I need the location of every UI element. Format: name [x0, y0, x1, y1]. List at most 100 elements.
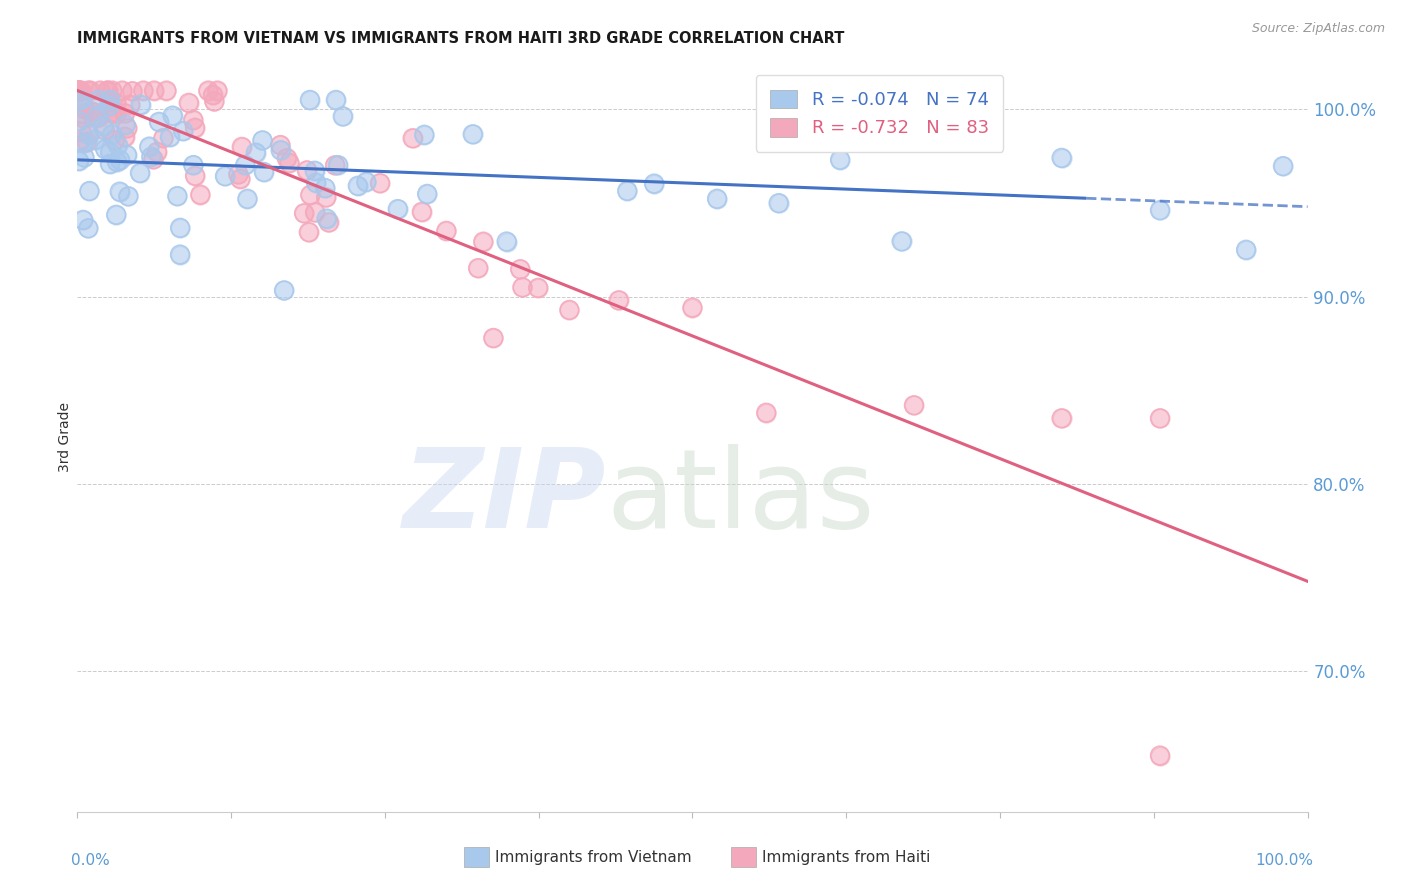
- Point: [252, 133, 274, 147]
- Point: [184, 120, 207, 135]
- Point: [101, 105, 124, 120]
- Point: [114, 106, 136, 120]
- Point: [482, 331, 505, 345]
- Point: [117, 189, 139, 203]
- Point: [1050, 151, 1073, 165]
- Point: [89, 83, 111, 97]
- Point: [86, 110, 108, 124]
- Point: [356, 175, 378, 189]
- Point: [436, 224, 458, 238]
- Point: [706, 192, 728, 206]
- Text: Source: ZipAtlas.com: Source: ZipAtlas.com: [1251, 22, 1385, 36]
- Point: [69, 93, 91, 107]
- Point: [965, 94, 987, 108]
- Point: [326, 158, 349, 172]
- Point: [903, 398, 925, 412]
- Point: [94, 142, 117, 156]
- Point: [77, 83, 100, 97]
- Point: [768, 196, 790, 211]
- Point: [1149, 203, 1171, 218]
- Point: [616, 184, 638, 198]
- Point: [148, 115, 170, 129]
- Point: [97, 83, 120, 97]
- Point: [273, 284, 295, 298]
- Point: [93, 123, 115, 137]
- Point: [229, 171, 252, 186]
- Point: [114, 106, 136, 120]
- Point: [79, 83, 101, 97]
- Point: [325, 93, 347, 107]
- Point: [76, 135, 98, 149]
- Point: [323, 158, 346, 172]
- Point: [67, 83, 90, 97]
- Point: [84, 133, 107, 147]
- Point: [152, 131, 174, 145]
- Point: [188, 187, 212, 202]
- Point: [607, 293, 630, 308]
- Point: [643, 177, 665, 191]
- Point: [1272, 159, 1295, 173]
- Point: [143, 83, 166, 97]
- Point: [111, 83, 134, 97]
- Point: [472, 235, 495, 249]
- Point: [292, 206, 315, 220]
- Point: [105, 107, 128, 121]
- Point: [172, 124, 194, 138]
- Point: [325, 93, 347, 107]
- Point: [79, 83, 101, 97]
- Legend: R = -0.074   N = 74, R = -0.732   N = 83: R = -0.074 N = 74, R = -0.732 N = 83: [756, 75, 1004, 152]
- Point: [323, 158, 346, 172]
- Point: [269, 138, 291, 153]
- Point: [115, 148, 138, 162]
- Point: [98, 94, 121, 108]
- Text: 0.0%: 0.0%: [72, 853, 110, 868]
- Point: [120, 97, 142, 112]
- Point: [755, 406, 778, 420]
- Point: [269, 138, 291, 153]
- Point: [72, 136, 94, 151]
- Point: [162, 109, 184, 123]
- Point: [527, 281, 550, 295]
- Point: [96, 83, 118, 97]
- Point: [107, 137, 129, 152]
- Point: [184, 120, 207, 135]
- Point: [184, 169, 207, 183]
- Point: [416, 186, 439, 201]
- Point: [115, 121, 138, 136]
- Point: [253, 165, 276, 179]
- Point: [146, 145, 169, 159]
- Point: [141, 150, 163, 164]
- Point: [73, 102, 96, 116]
- Point: [67, 83, 90, 97]
- Point: [70, 125, 93, 139]
- Point: [326, 158, 349, 172]
- Point: [72, 111, 94, 125]
- Point: [233, 158, 256, 172]
- Point: [304, 163, 326, 178]
- Point: [512, 280, 534, 294]
- Point: [202, 95, 225, 109]
- Point: [67, 83, 90, 97]
- Point: [117, 189, 139, 203]
- Point: [278, 156, 301, 170]
- Point: [278, 156, 301, 170]
- Point: [413, 128, 436, 142]
- Point: [252, 133, 274, 147]
- Point: [273, 284, 295, 298]
- Point: [315, 190, 337, 204]
- Point: [97, 99, 120, 113]
- Point: [346, 178, 368, 193]
- Point: [108, 185, 131, 199]
- Point: [67, 83, 90, 97]
- Point: [245, 145, 267, 160]
- Point: [368, 176, 391, 190]
- Point: [207, 83, 229, 97]
- Point: [77, 128, 100, 142]
- Point: [1234, 243, 1257, 257]
- Point: [482, 331, 505, 345]
- Point: [67, 83, 90, 97]
- Point: [166, 189, 188, 203]
- Text: 100.0%: 100.0%: [1256, 853, 1313, 868]
- Point: [67, 85, 90, 99]
- Point: [166, 189, 188, 203]
